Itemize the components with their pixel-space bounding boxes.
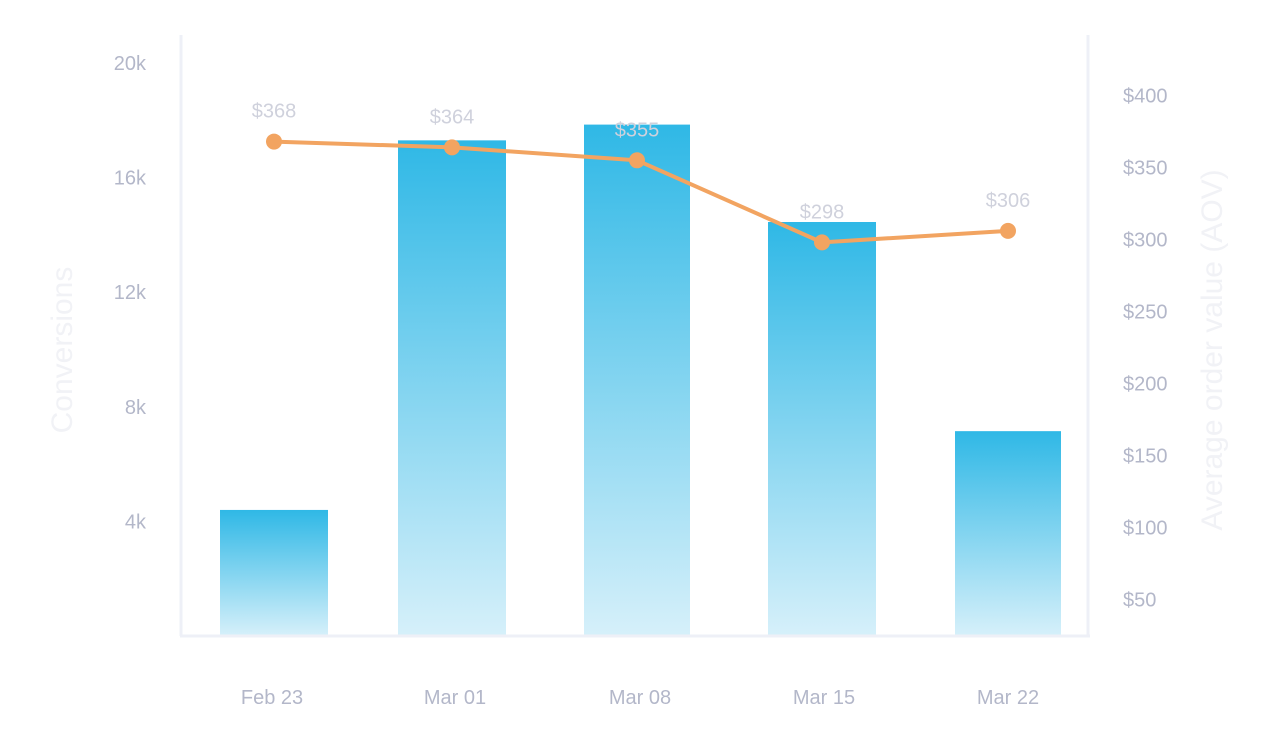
y-left-tick-label: 8k (125, 397, 147, 419)
x-tick-label: Feb 23 (241, 687, 303, 709)
aov-point (266, 133, 282, 150)
y-right-axis-title: Average order value (AOV) (1196, 169, 1229, 530)
aov-point (1000, 222, 1016, 239)
x-tick-label: Mar 01 (424, 687, 486, 709)
aov-point (814, 234, 830, 251)
x-tick-label: Mar 15 (793, 687, 855, 709)
y-left-tick-label: 12k (114, 282, 147, 304)
aov-data-labels: $368 $364 $355 $298 $306 (252, 101, 1031, 224)
y-right-tick-label: $100 (1123, 518, 1168, 540)
aov-data-label: $306 (986, 190, 1031, 212)
aov-point (629, 152, 645, 169)
bar-mar-15 (768, 222, 876, 636)
x-ticks: Feb 23 Mar 01 Mar 08 Mar 15 Mar 22 (241, 687, 1039, 709)
aov-data-label: $355 (615, 119, 660, 141)
bar-mar-01 (398, 140, 506, 637)
y-left-tick-label: 20k (114, 53, 147, 75)
y-right-tick-label: $300 (1123, 230, 1168, 252)
bar-mar-22 (955, 431, 1061, 636)
aov-point (444, 139, 460, 156)
y-right-tick-label: $350 (1123, 158, 1168, 180)
x-tick-label: Mar 22 (977, 687, 1039, 709)
aov-line-series (266, 133, 1016, 251)
y-right-tick-label: $150 (1123, 446, 1168, 468)
bar-feb-23 (220, 509, 328, 636)
aov-data-label: $368 (252, 101, 297, 123)
y-right-tick-label: $50 (1123, 590, 1156, 612)
x-tick-label: Mar 08 (609, 687, 671, 709)
y-right-tick-label: $250 (1123, 302, 1168, 324)
bar-mar-08 (584, 124, 690, 636)
y-right-tick-label: $200 (1123, 374, 1168, 396)
y-left-tick-label: 4k (125, 511, 147, 533)
aov-data-label: $364 (430, 106, 475, 128)
y-right-tick-label: $400 (1123, 86, 1168, 108)
y-left-axis-title: Conversions (46, 267, 79, 434)
y-left-tick-label: 16k (114, 168, 147, 190)
aov-data-label: $298 (800, 201, 845, 223)
y-right-ticks: $400 $350 $300 $250 $200 $150 $100 $50 (1123, 86, 1168, 612)
y-left-ticks: 20k 16k 12k 8k 4k (114, 53, 147, 533)
bar-series (220, 124, 1061, 637)
